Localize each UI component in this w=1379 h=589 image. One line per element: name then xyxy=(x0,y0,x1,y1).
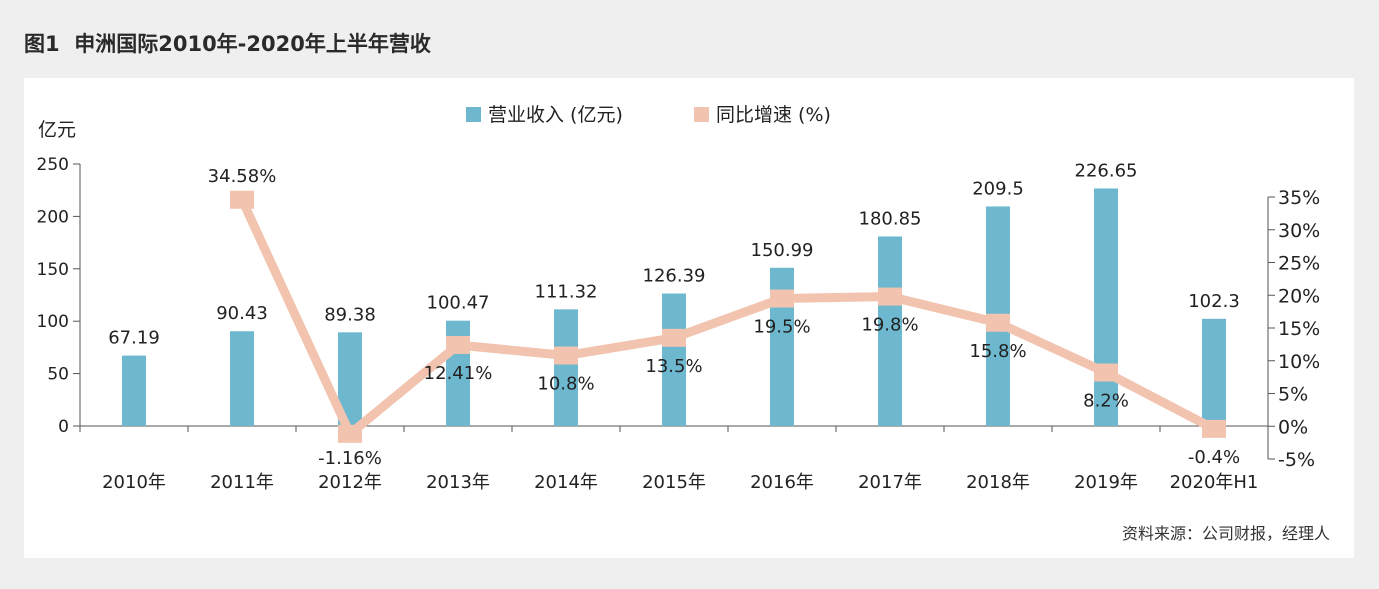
legend-label-revenue: 营业收入 (亿元) xyxy=(488,104,623,126)
bar-value-label: 100.47 xyxy=(427,293,490,314)
bar-value-label: 209.5 xyxy=(972,178,1024,199)
x-tick-label: 2018年 xyxy=(966,472,1030,493)
growth-value-label: 34.58% xyxy=(208,166,277,187)
growth-value-label: -1.16% xyxy=(318,448,382,469)
y-axis-unit-label: 亿元 xyxy=(38,119,76,141)
y2-tick-label: 5% xyxy=(1278,384,1308,406)
chart: 0 50 100 150 200 250 亿元 2010年 2011年 2012年 2013年 201… xyxy=(37,104,1321,493)
page-title: 图1 申洲国际2010年-2020年上半年营收 xyxy=(24,32,431,56)
legend-label-growth: 同比增速 (%) xyxy=(716,104,831,126)
growth-value-label: 13.5% xyxy=(645,356,702,377)
x-tick-label: 2015年 xyxy=(642,472,706,493)
growth-point xyxy=(338,424,362,443)
bar xyxy=(662,293,686,426)
y2-tick-label: 25% xyxy=(1278,253,1320,275)
x-tick-label: 2014年 xyxy=(534,472,598,493)
y2-tick-label: -5% xyxy=(1278,449,1315,471)
legend-swatch-growth xyxy=(694,107,709,122)
bar xyxy=(230,331,254,426)
growth-value-label: 10.8% xyxy=(537,374,594,395)
growth-value-label: 19.5% xyxy=(753,317,810,338)
growth-point xyxy=(446,335,470,354)
y-tick-label: 250 xyxy=(37,155,69,175)
x-tick-label: 2010年 xyxy=(102,472,166,493)
growth-point xyxy=(986,313,1010,332)
bar xyxy=(878,236,902,426)
x-tick-label: 2017年 xyxy=(858,472,922,493)
growth-point xyxy=(554,346,578,365)
growth-point xyxy=(878,287,902,306)
bar-value-label: 150.99 xyxy=(751,240,814,261)
bar-value-label: 126.39 xyxy=(643,266,706,287)
y2-tick-label: 10% xyxy=(1278,351,1320,373)
x-tick-label: 2020年H1 xyxy=(1170,472,1259,493)
bar-value-label: 102.3 xyxy=(1188,291,1240,312)
bar xyxy=(1202,318,1226,426)
bar-value-label: 111.32 xyxy=(535,281,598,302)
legend-swatch-revenue xyxy=(466,107,481,122)
growth-value-label: -0.4% xyxy=(1188,447,1240,468)
growth-point xyxy=(1202,419,1226,438)
growth-point xyxy=(230,190,254,209)
bar-value-label: 90.43 xyxy=(216,303,268,324)
y2-tick-label: 35% xyxy=(1278,187,1320,209)
x-tick-label: 2019年 xyxy=(1074,472,1138,493)
growth-value-label: 19.8% xyxy=(861,315,918,336)
growth-point xyxy=(770,289,794,308)
y-tick-label: 0 xyxy=(58,417,69,437)
x-tick-label: 2011年 xyxy=(210,472,274,493)
bar-value-label: 180.85 xyxy=(859,208,922,229)
y2-tick-label: 0% xyxy=(1278,416,1308,438)
x-tick-label: 2012年 xyxy=(318,472,382,493)
y2-tick-label: 20% xyxy=(1278,285,1320,307)
growth-line xyxy=(237,197,1217,439)
y-tick-label: 200 xyxy=(37,207,69,227)
growth-value-label: 15.8% xyxy=(969,341,1026,362)
bar xyxy=(1094,188,1118,426)
y2-tick-label: 30% xyxy=(1278,220,1320,242)
growth-value-label: 12.41% xyxy=(424,363,493,384)
bar xyxy=(554,309,578,426)
x-tick-label: 2013年 xyxy=(426,472,490,493)
y-tick-label: 50 xyxy=(47,365,69,385)
bar-value-label: 67.19 xyxy=(108,328,160,349)
bar-value-label: 226.65 xyxy=(1075,160,1138,181)
bar-value-label: 89.38 xyxy=(324,304,376,325)
y-tick-label: 100 xyxy=(37,312,69,332)
growth-point xyxy=(1094,363,1118,382)
growth-point xyxy=(662,328,686,347)
source-note: 资料来源：公司财报，经理人 xyxy=(1121,524,1330,543)
x-tick-label: 2016年 xyxy=(750,472,814,493)
y-tick-label: 150 xyxy=(37,260,69,280)
y2-tick-label: 15% xyxy=(1278,318,1320,340)
bar xyxy=(122,355,146,426)
chart-panel: 0 50 100 150 200 250 亿元 2010年 2011年 2012年 2013年 201… xyxy=(24,78,1354,558)
growth-value-label: 8.2% xyxy=(1083,391,1129,412)
